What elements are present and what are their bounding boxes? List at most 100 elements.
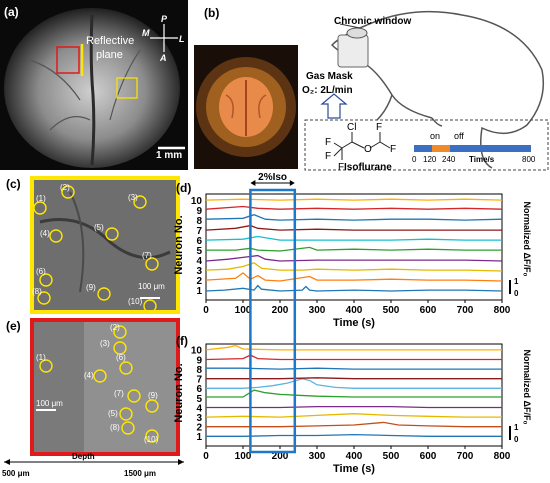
compass-l: L: [179, 34, 185, 44]
compass-m: M: [142, 28, 150, 38]
neuron-e-circle-10: [145, 429, 159, 443]
chart-f-trace-9: [205, 354, 502, 361]
isoflurane-label: Isoflurane: [344, 162, 392, 172]
neuron-c-circle-3: [133, 195, 147, 209]
iso-window-overlay: 2%Iso: [249, 172, 297, 454]
gas-mask-icon: [337, 34, 369, 68]
neuron-e-circle-4: [93, 369, 107, 383]
atom-o: O: [364, 144, 372, 155]
chart-f-xtick-0: 0: [203, 451, 209, 462]
reflective-plane-label-2: plane: [96, 49, 123, 61]
neuron-e-circle-2: [113, 325, 127, 339]
chart-d-xtick-700: 700: [457, 305, 474, 316]
chart-d-ytick-5: 5: [196, 246, 202, 257]
neuron-c-circle-5: [105, 227, 119, 241]
chart-d-ytick-9: 9: [196, 206, 202, 217]
depth-start-label: 500 μm: [2, 469, 30, 478]
chart-f-ytick-10: 10: [191, 346, 203, 357]
chart-f-trace-2: [206, 421, 502, 428]
compass-p: P: [161, 14, 168, 24]
chart-f-xtick-700: 700: [457, 451, 474, 462]
chart-f-trace-1: [206, 433, 502, 437]
chart-d-ytick-4: 4: [196, 256, 202, 267]
chart-d-ylabel: Neuron No.: [173, 215, 185, 274]
chart-f-right-label: Normalized ΔF/F₀: [522, 349, 532, 424]
chart-f-trace-8: [206, 367, 502, 370]
timeline-on-label: on: [430, 131, 440, 141]
scale-bar-c-label: 100 μm: [138, 282, 165, 291]
neuron-circles-c: (1) (2) (3) (4) (5) (6) (7) (8) (9) (10): [32, 183, 159, 313]
timeline-bar: [414, 145, 531, 152]
chart-d-scale-tick-1: 1: [514, 277, 519, 286]
neuron-e-circle-1: [39, 359, 53, 373]
neuron-c-label-10: (10): [128, 297, 143, 306]
timeline-off-label: off: [454, 131, 464, 141]
chart-f-ytick-7: 7: [196, 375, 202, 386]
chart-d-ytick-1: 1: [196, 286, 202, 297]
panel-a: (a) Reflective plane 1 mm P M L A: [0, 0, 188, 170]
neuron-c-label-1: (1): [36, 194, 46, 203]
neuron-e-label-3: (3): [100, 339, 110, 348]
compass-a: A: [159, 53, 167, 63]
atom-f-5: F: [390, 144, 396, 155]
neuron-c-label-4: (4): [40, 229, 50, 238]
neuron-e-label-1: (1): [36, 353, 46, 362]
neuron-e-label-7: (7): [114, 389, 124, 398]
panel-b-label: (b): [204, 6, 219, 20]
chart-d-xtick-400: 400: [346, 305, 363, 316]
o2-flow-label: O₂: 2L/min: [302, 85, 353, 96]
neuron-e-label-2: (2): [110, 323, 120, 332]
neuron-c-label-8: (8): [32, 287, 42, 296]
neuron-c-label-6: (6): [36, 267, 46, 276]
chart-f-trace-10: [205, 344, 502, 351]
neuron-e-circle-9: [145, 399, 159, 413]
neuron-e-label-6: (6): [116, 353, 126, 362]
atom-f-2: F: [325, 151, 331, 162]
chart-f-xtick-800: 800: [494, 451, 511, 462]
chart-f-scale-tick-0: 0: [514, 435, 519, 444]
chart-f-scale-tick-1: 1: [514, 423, 519, 432]
chart-f-trace-3: [205, 413, 502, 418]
isoflurane-structure: [333, 132, 391, 160]
neuron-c-label-7: (7): [142, 251, 152, 260]
red-roi-box: [56, 46, 80, 74]
chart-d-ytick-2: 2: [196, 276, 202, 287]
chart-d-ytick-7: 7: [196, 226, 202, 237]
atom-f-3: F: [338, 162, 344, 172]
chart-d-trace-7: [205, 224, 502, 231]
timeline-tick-240: 240: [442, 155, 456, 164]
chart-d-ytick-6: 6: [196, 236, 202, 247]
chart-d-ytick-10: 10: [191, 196, 203, 207]
neuron-c-circle-7: [145, 257, 159, 271]
neuron-circles-e: (1) (2)(3) (4) (5) (6) (7) (8) (9) (10): [36, 323, 159, 444]
panel-e: (e) 100 μm (1) (2) (3) (4) (5) (6) (7) (8) (9) (1…: [0, 314, 188, 478]
panel-a-label: (a): [4, 5, 19, 19]
chart-f-trace-4: [206, 405, 502, 409]
chart-d-trace-1: [205, 284, 503, 292]
chart-d-trace-5: [206, 246, 502, 252]
neuron-c-circle-10: [143, 299, 157, 313]
timeline-unit-label: Time/s: [469, 155, 495, 164]
chart-f-xtick-200: 200: [272, 451, 289, 462]
chronic-window-label: Chronic window: [334, 16, 411, 27]
iso-arrowhead-right: [289, 180, 295, 186]
chart-f-ylabel: Neuron No.: [173, 363, 185, 422]
chart-d-xtick-500: 500: [383, 305, 400, 316]
anesthesia-protocol-box: [304, 119, 549, 171]
traces-panel: (d) (f) 1 2 3 4 5 6 7 8 9 10 0 100 200 300 400 500 600 70…: [168, 172, 550, 478]
neuron-e-circle-6: [119, 361, 133, 375]
chart-f-ytick-8: 8: [196, 365, 202, 376]
neuron-e-circle-3: [113, 341, 127, 355]
chart-d-right-label: Normalized ΔF/F₀: [522, 201, 532, 276]
panel-f-label: (f): [176, 334, 188, 348]
neuron-e-label-5: (5): [108, 409, 118, 418]
timeline-iso-on: [432, 145, 450, 152]
chart-d-xtick-100: 100: [235, 305, 252, 316]
chart-d-xlabel: Time (s): [333, 317, 375, 329]
chart-d-ytick-8: 8: [196, 216, 202, 227]
chart-f-ytick-1: 1: [196, 432, 202, 443]
chart-d-xtick-300: 300: [309, 305, 326, 316]
iso-window-box: [249, 188, 297, 454]
chart-f-ytick-2: 2: [196, 423, 202, 434]
